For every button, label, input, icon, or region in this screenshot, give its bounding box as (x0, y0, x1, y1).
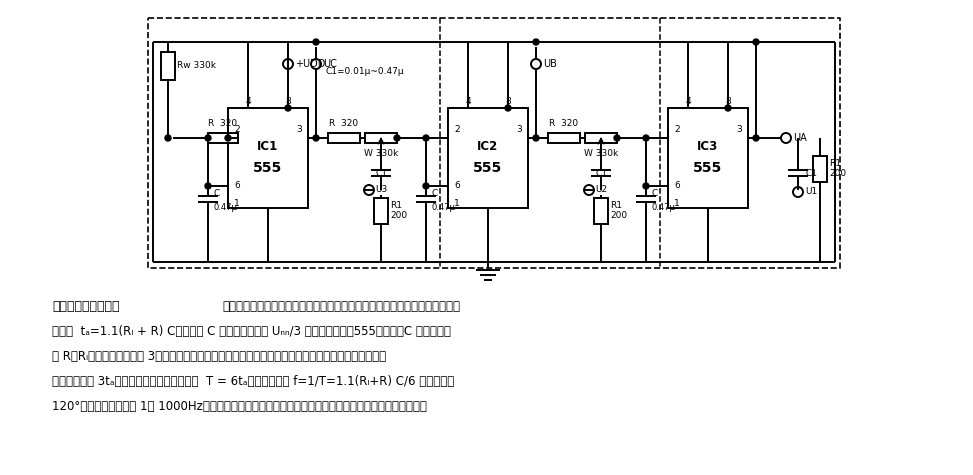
Bar (365, 133, 397, 143)
Bar (668, 108, 748, 208)
Text: 1: 1 (234, 199, 239, 208)
Text: C1: C1 (596, 169, 608, 178)
Text: 8: 8 (285, 97, 291, 106)
Text: W 330k: W 330k (364, 149, 398, 158)
Text: UA: UA (793, 133, 807, 143)
Text: U2: U2 (595, 186, 607, 194)
Text: 555: 555 (253, 161, 282, 175)
Text: R1: R1 (390, 201, 402, 210)
Text: +UDD: +UDD (295, 59, 325, 69)
Text: 120°，图中参数频率为 1至 1000Hz。灌电流适用于三相电教学演示设备、三相逆变电源、彩灯控制等场合。: 120°，图中参数频率为 1至 1000Hz。灌电流适用于三相电教学演示设备、三… (52, 400, 427, 413)
Circle shape (423, 135, 429, 141)
Circle shape (313, 135, 319, 141)
Bar (594, 198, 608, 224)
Text: IC3: IC3 (698, 140, 719, 152)
Text: 2: 2 (454, 125, 459, 134)
Text: 0.47μ: 0.47μ (651, 202, 675, 211)
Text: 555: 555 (694, 161, 723, 175)
Text: C1=0.01μ~0.47μ: C1=0.01μ~0.47μ (326, 67, 405, 76)
Circle shape (643, 135, 649, 141)
Bar (161, 52, 175, 80)
Bar (208, 133, 238, 143)
Text: 6: 6 (234, 181, 239, 190)
Circle shape (394, 135, 400, 141)
Circle shape (505, 105, 511, 111)
Circle shape (753, 39, 759, 45)
Text: 200: 200 (829, 170, 847, 179)
Text: 200: 200 (610, 211, 628, 220)
Text: 555: 555 (474, 161, 503, 175)
Circle shape (725, 105, 731, 111)
Bar (548, 133, 580, 143)
Text: UB: UB (543, 59, 557, 69)
Text: 200: 200 (390, 211, 407, 220)
Text: R  320: R 320 (208, 120, 237, 129)
Text: 8: 8 (505, 97, 511, 106)
Text: 4: 4 (465, 97, 471, 106)
Text: 该电路是由三个相同的施密特触发器首尾相接，形成的闭环电路。每个触发器: 该电路是由三个相同的施密特触发器首尾相接，形成的闭环电路。每个触发器 (222, 300, 460, 313)
Bar (813, 156, 827, 182)
Bar (448, 108, 528, 208)
Circle shape (614, 135, 620, 141)
Text: 0.47μ: 0.47μ (213, 202, 236, 211)
Bar (374, 198, 388, 224)
Text: 8: 8 (725, 97, 731, 106)
Text: 4: 4 (685, 97, 691, 106)
Text: 次所需时间为 3tₐ。每个集成电路的输出周期  T = 6tₐ，相应频率为 f=1/T=1.1(Rₗ+R) C/6 。三相间隔: 次所需时间为 3tₐ。每个集成电路的输出周期 T = 6tₐ，相应频率为 f=1… (52, 375, 454, 388)
Text: 的延时  tₐ=1.1(Rₗ + R) C，即电容 C 上的电压上升到 Uₙₙ/3 所需要的时间。555复位后，C 上的电荷通: 的延时 tₐ=1.1(Rₗ + R) C，即电容 C 上的电压上升到 Uₙₙ/3… (52, 325, 450, 338)
Text: 6: 6 (674, 181, 680, 190)
Text: 2: 2 (674, 125, 679, 134)
Text: 6: 6 (454, 181, 460, 190)
Text: 4: 4 (245, 97, 251, 106)
Text: U3: U3 (375, 186, 387, 194)
Text: R  320: R 320 (330, 118, 359, 127)
Circle shape (533, 39, 539, 45)
Text: 1: 1 (454, 199, 460, 208)
Text: IC1: IC1 (258, 140, 278, 152)
Text: UC: UC (323, 59, 337, 69)
Bar (228, 108, 308, 208)
Circle shape (285, 105, 291, 111)
Text: W 330k: W 330k (584, 149, 618, 158)
Circle shape (225, 135, 231, 141)
Text: IC2: IC2 (478, 140, 498, 152)
Circle shape (753, 135, 759, 141)
Circle shape (423, 183, 429, 189)
Text: C: C (431, 190, 437, 199)
Text: C1: C1 (376, 169, 388, 178)
Text: R1: R1 (829, 160, 841, 169)
Text: 0.47μ: 0.47μ (431, 202, 454, 211)
Text: C: C (651, 190, 657, 199)
Bar (328, 133, 360, 143)
Circle shape (205, 135, 211, 141)
Circle shape (165, 135, 171, 141)
Text: 2: 2 (234, 125, 239, 134)
Text: 3: 3 (517, 125, 522, 134)
Text: U1: U1 (805, 188, 817, 197)
Text: 3: 3 (296, 125, 302, 134)
Text: 3: 3 (737, 125, 742, 134)
Text: C: C (213, 190, 219, 199)
Circle shape (205, 183, 211, 189)
Bar (585, 133, 617, 143)
Text: 闭环三相多谐振荡器: 闭环三相多谐振荡器 (52, 300, 120, 313)
Text: Rw 330k: Rw 330k (177, 61, 216, 70)
Text: R  320: R 320 (550, 118, 579, 127)
Circle shape (643, 183, 649, 189)
Circle shape (313, 39, 319, 45)
Circle shape (533, 135, 539, 141)
Text: C1: C1 (805, 169, 817, 178)
Text: 1: 1 (674, 199, 680, 208)
Text: R1: R1 (610, 201, 622, 210)
Text: 过 R、Rₗ对前一级输出端（ 3脚）进行灌电流放电，与充电时间常数一样，故每个触发器的输出端改变一: 过 R、Rₗ对前一级输出端（ 3脚）进行灌电流放电，与充电时间常数一样，故每个触… (52, 350, 386, 363)
